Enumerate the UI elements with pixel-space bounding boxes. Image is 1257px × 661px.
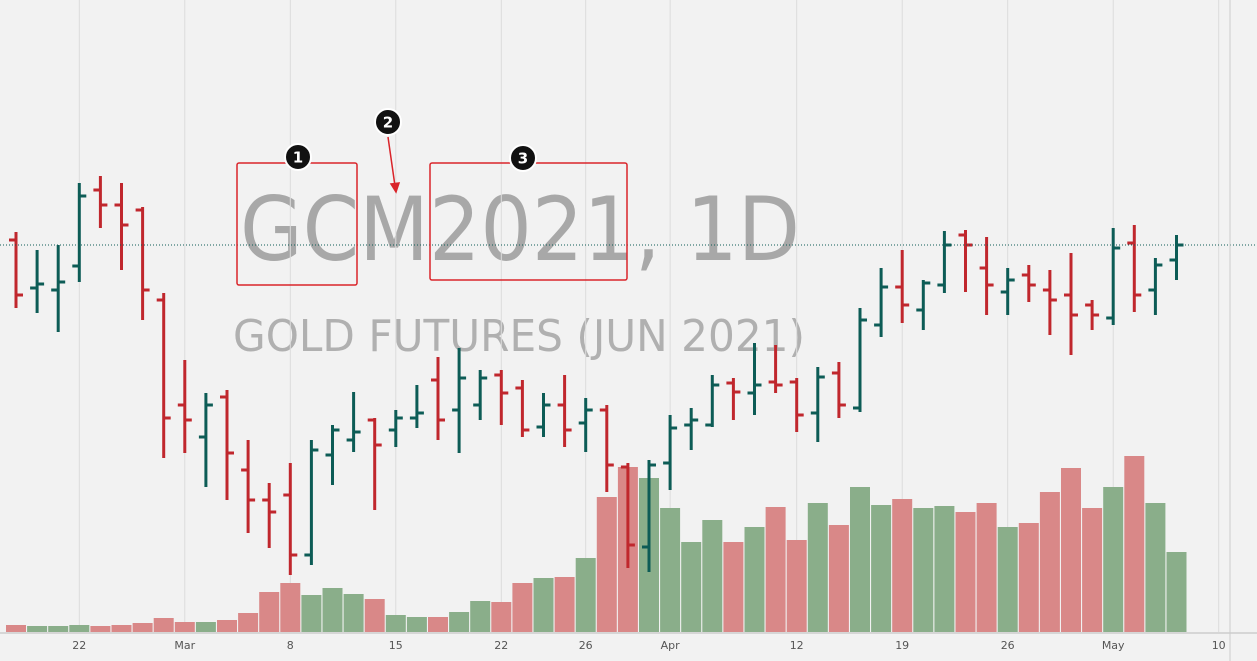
volume-bar — [807, 503, 828, 632]
x-tick-label: 12 — [790, 639, 804, 652]
x-tick-label: 26 — [1001, 639, 1015, 652]
badges: 1 2 3 — [284, 108, 537, 172]
arrow-head — [389, 182, 401, 194]
volume-bar — [48, 626, 69, 632]
volume-bar — [955, 512, 976, 632]
volume-bar — [174, 622, 195, 632]
volume-bar — [217, 620, 237, 632]
x-tick-label: May — [1102, 639, 1125, 652]
volume-bar — [575, 558, 596, 632]
arrow — [387, 136, 396, 187]
volume-bar — [1061, 468, 1081, 632]
volume-bar — [512, 583, 533, 632]
volume-bar — [69, 625, 90, 632]
volume-bar — [744, 527, 765, 632]
x-tick-label: Apr — [661, 639, 681, 652]
volume-bar — [238, 613, 259, 632]
volume-bar — [132, 623, 153, 632]
x-tick-label: 10 — [1212, 639, 1226, 652]
x-tick-label: 19 — [895, 639, 909, 652]
volume-bar — [90, 626, 111, 632]
x-tick-label: 8 — [287, 639, 294, 652]
volume-bar — [1018, 523, 1039, 632]
volume-bar — [871, 505, 892, 632]
x-tick-label: 15 — [389, 639, 403, 652]
volume-bar — [1103, 487, 1124, 632]
volume-bar — [406, 617, 427, 632]
volume-bar — [1082, 508, 1103, 632]
volume-bar — [153, 618, 174, 632]
volume-bar — [259, 592, 280, 632]
volume-bar — [765, 507, 786, 632]
watermark-subtitle: GOLD FUTURES (JUN 2021) — [233, 311, 805, 362]
volume-bar — [280, 583, 301, 632]
volume-bar — [660, 508, 681, 632]
x-tick-label: 22 — [494, 639, 508, 652]
volume-bar — [723, 542, 744, 632]
volume-bar — [385, 615, 406, 632]
badge — [374, 108, 402, 136]
volume-bar — [850, 487, 870, 632]
volume-bar — [364, 599, 385, 632]
volume-bar — [786, 540, 807, 632]
volume-bar — [596, 497, 617, 632]
volume-bar — [554, 577, 575, 632]
volume-bar — [934, 506, 955, 632]
volume-bar — [428, 617, 448, 632]
badge-label: 2 — [383, 114, 393, 132]
volume-bar — [681, 542, 702, 632]
volume-bar — [1166, 552, 1187, 632]
volume-bar — [470, 601, 491, 632]
volume-bar — [27, 626, 48, 632]
badge-label: 1 — [293, 149, 303, 167]
volume-bar — [491, 602, 512, 632]
volume-bar — [301, 595, 322, 632]
volume-bar — [322, 588, 343, 632]
volume-bar — [892, 499, 913, 632]
volume-bar — [702, 520, 723, 632]
volume-bar — [449, 612, 470, 632]
volume-bar — [976, 503, 997, 632]
volume-bar — [1145, 503, 1166, 632]
watermark-title: GCM2021, 1D — [240, 178, 800, 281]
x-tick-label: 22 — [72, 639, 86, 652]
volume-bar — [6, 625, 26, 632]
volume-bar — [195, 622, 216, 632]
x-tick-label: 26 — [579, 639, 593, 652]
badge-label: 3 — [518, 150, 528, 168]
volume-bar — [913, 508, 934, 632]
volume-bar — [343, 594, 364, 632]
badge — [284, 143, 312, 171]
volume-bar — [1124, 456, 1145, 632]
volume-bar — [828, 525, 849, 632]
badge — [509, 144, 537, 172]
volume-bar — [997, 527, 1018, 632]
volume-bar — [533, 578, 554, 632]
volume-bar — [1039, 492, 1060, 632]
volume-bar — [111, 625, 132, 632]
x-tick-label: Mar — [174, 639, 195, 652]
